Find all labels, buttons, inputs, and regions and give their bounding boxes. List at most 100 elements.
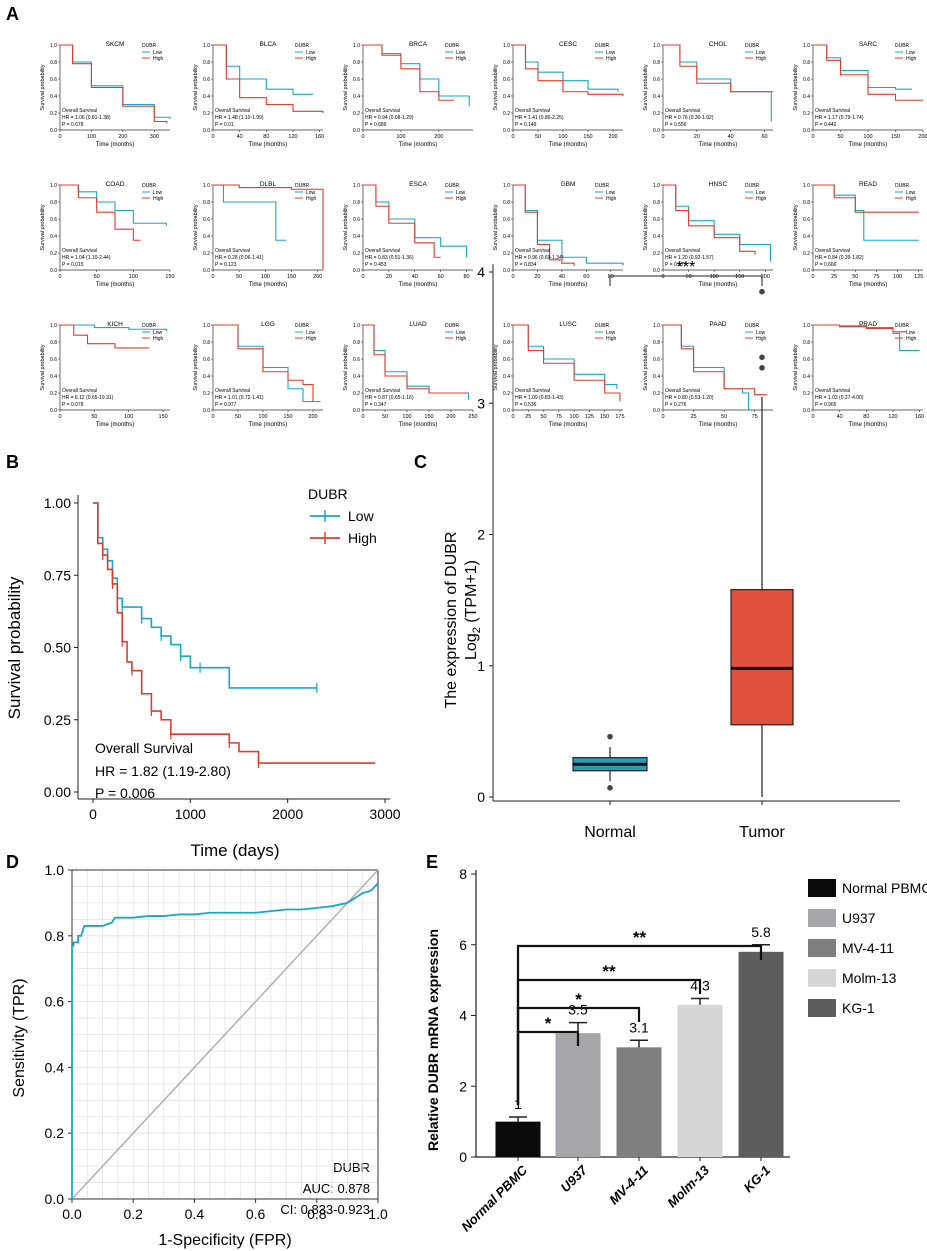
- e-bar-normal-pbmc: [495, 1121, 541, 1157]
- y-tick-label: 0.2: [503, 111, 510, 117]
- c-y-tick-label: 1: [477, 658, 485, 674]
- x-tick-label: 150: [287, 274, 296, 280]
- x-tick-label: 0: [661, 274, 664, 280]
- x-tick-label: 0: [211, 414, 214, 420]
- legend-high-label: High: [606, 56, 617, 62]
- y-tick-label: 0.8: [653, 200, 660, 206]
- km-subplot-coad: 0.0 0.2 0.4 0.6 0.8 1.0 0 50 100 150 Time (months)…: [40, 181, 175, 288]
- d-y-tick-label: 0.4: [45, 1059, 65, 1075]
- y-axis-title: Survival probability: [493, 344, 499, 390]
- y-tick-label: 0.6: [203, 77, 210, 83]
- hr-text: HR = 0.94 (0.68-1.29): [365, 115, 414, 121]
- hr-text: HR = 0.96 (0.69-1.34): [515, 255, 564, 261]
- y-tick-label: 0.8: [353, 340, 360, 346]
- legend-high-label: High: [306, 336, 317, 342]
- e-bar-molm-13: [677, 1004, 723, 1157]
- x-tick-label: 75: [556, 414, 562, 420]
- y-tick-label: 0.6: [503, 77, 510, 83]
- subplot-title: CHOL: [709, 41, 727, 48]
- subplot-title: DLBL: [260, 181, 277, 188]
- legend-low-label: Low: [153, 330, 163, 336]
- hr-text: HR = 0.80 (0.53-1.20): [665, 395, 714, 401]
- x-tick-label: 100: [261, 274, 270, 280]
- y-tick-label: 0.8: [653, 60, 660, 66]
- y-axis-title: Survival probability: [40, 344, 46, 390]
- legend-low-label: Low: [306, 190, 316, 196]
- legend-title: DUBR: [142, 183, 157, 189]
- c-sig-label: ***: [677, 259, 696, 276]
- p-text: P = 0.678: [62, 122, 84, 128]
- p-text: P = 0.965: [815, 402, 837, 408]
- x-tick-label: 50: [721, 414, 727, 420]
- x-tick-label: 100: [129, 274, 138, 280]
- p-text: P = 0.834: [515, 262, 537, 268]
- x-tick-label: 80: [263, 134, 269, 140]
- x-tick-label: 25: [831, 274, 837, 280]
- x-tick-label: 60: [761, 134, 767, 140]
- panel-b-km-plot: Survival probability Time (days) DUBR Lo…: [5, 486, 401, 860]
- x-tick-label: 0: [511, 134, 514, 140]
- y-tick-label: 0.8: [203, 60, 210, 66]
- c-y-tick-label: 3: [477, 395, 485, 411]
- x-axis-title: Time (months): [699, 142, 737, 148]
- b-os-label: Overall Survival: [95, 740, 193, 756]
- legend-high-label: High: [906, 56, 917, 62]
- e-legend-swatch: [808, 969, 836, 987]
- x-tick-label: 20: [694, 134, 700, 140]
- os-label: Overall Survival: [815, 388, 850, 394]
- x-tick-label: 0: [511, 274, 514, 280]
- y-tick-label: 1.0: [803, 183, 810, 189]
- x-axis-title: Time (months): [399, 282, 437, 288]
- x-tick-label: 100: [258, 414, 267, 420]
- subplot-title: LUSC: [559, 321, 577, 328]
- d-roc-curve: [71, 882, 379, 1199]
- d-x-tick-label: 0.6: [246, 1206, 266, 1222]
- y-tick-label: 0.4: [803, 374, 810, 380]
- x-tick-label: 40: [728, 134, 734, 140]
- y-axis-title: Survival probability: [40, 204, 46, 250]
- km-curve-high: [213, 184, 324, 270]
- km-curve-high: [213, 44, 324, 113]
- legend-high-label: High: [153, 336, 164, 342]
- legend-low-label: Low: [906, 190, 916, 196]
- p-text: P = 0.689: [365, 122, 387, 128]
- e-value-label: 3.5: [568, 1002, 588, 1018]
- legend-low-label: Low: [756, 330, 766, 336]
- os-label: Overall Survival: [365, 248, 400, 254]
- legend-title: DUBR: [895, 323, 910, 329]
- hr-text: HR = 1.09 (0.83-1.43): [515, 395, 564, 401]
- km-subplot-sarc: 0.0 0.2 0.4 0.6 0.8 1.0 0 50 100 150 200 Time (mont…: [793, 41, 927, 148]
- y-tick-label: 0.6: [50, 77, 57, 83]
- y-axis-title: Survival probability: [643, 64, 649, 110]
- x-tick-label: 200: [761, 274, 770, 280]
- km-subplot-skcm: 0.0 0.2 0.4 0.6 0.8 1.0 0 100 200 300 Time (months…: [40, 41, 171, 148]
- y-tick-label: 0.2: [803, 251, 810, 257]
- x-axis-title: Time (months): [399, 422, 437, 428]
- km-curve-high: [663, 324, 767, 396]
- subplot-title: READ: [859, 181, 877, 188]
- x-tick-label: 160: [915, 414, 924, 420]
- km-curve-high: [513, 184, 575, 266]
- hr-text: HR = 1.48 (1.10-1.99): [215, 115, 264, 121]
- panel-e-barchart: Relative DUBR mRNA expression 024681Norm…: [425, 866, 927, 1234]
- subplot-title: PAAD: [709, 321, 727, 328]
- y-tick-label: 0.0: [653, 268, 660, 274]
- y-axis-title: Survival probability: [643, 344, 649, 390]
- os-label: Overall Survival: [665, 248, 700, 254]
- p-text: P = 0.123: [215, 262, 237, 268]
- y-tick-label: 1.0: [353, 183, 360, 189]
- os-label: Overall Survival: [365, 388, 400, 394]
- x-axis-title: Time (months): [699, 282, 737, 288]
- d-x-tick-label: 0.0: [62, 1206, 82, 1222]
- subplot-title: HNSC: [709, 181, 728, 188]
- panel-label-d: D: [6, 852, 19, 872]
- y-tick-label: 0.8: [503, 340, 510, 346]
- subplot-title: COAD: [106, 181, 125, 188]
- b-x-tick-label: 3000: [369, 806, 400, 822]
- legend-low-label: Low: [756, 50, 766, 56]
- b-legend-low: Low: [348, 508, 375, 524]
- km-subplot-gbm: 0.0 0.2 0.4 0.6 0.8 1.0 0 20 40 60 80 Time (months)…: [493, 181, 624, 288]
- y-tick-label: 1.0: [50, 183, 57, 189]
- x-tick-label: 40: [559, 274, 565, 280]
- x-axis-title: Time (months): [96, 282, 134, 288]
